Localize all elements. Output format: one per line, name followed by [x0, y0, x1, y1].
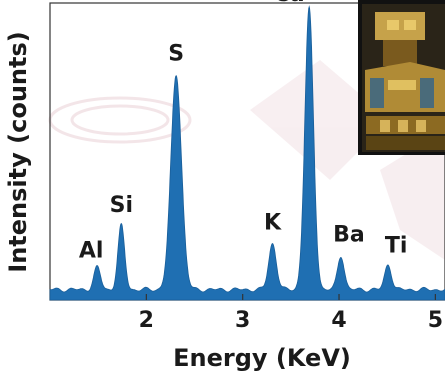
spectrum-area: [49, 5, 445, 301]
y-axis-title: Intensity (counts): [4, 31, 32, 272]
peak-label-ba: Ba: [333, 222, 365, 247]
x-tick-label: 4: [331, 308, 346, 333]
x-tick-label: 5: [428, 308, 443, 333]
background-watermark: [48, 60, 445, 260]
x-axis-title: Energy (KeV): [173, 344, 351, 372]
artifact-photo-icon: [358, 0, 445, 155]
x-tick-label: 3: [235, 308, 250, 333]
peak-label-al: Al: [79, 238, 104, 263]
peak-label-s: S: [168, 41, 184, 66]
x-axis-ticks: 2 3 4 5: [139, 294, 443, 333]
peak-label-k: K: [264, 211, 282, 236]
x-tick-label: 2: [139, 308, 154, 333]
peak-label-si: Si: [110, 193, 133, 218]
peak-label-ti: Ti: [385, 233, 408, 258]
peak-label-ca: Ca: [274, 0, 305, 7]
